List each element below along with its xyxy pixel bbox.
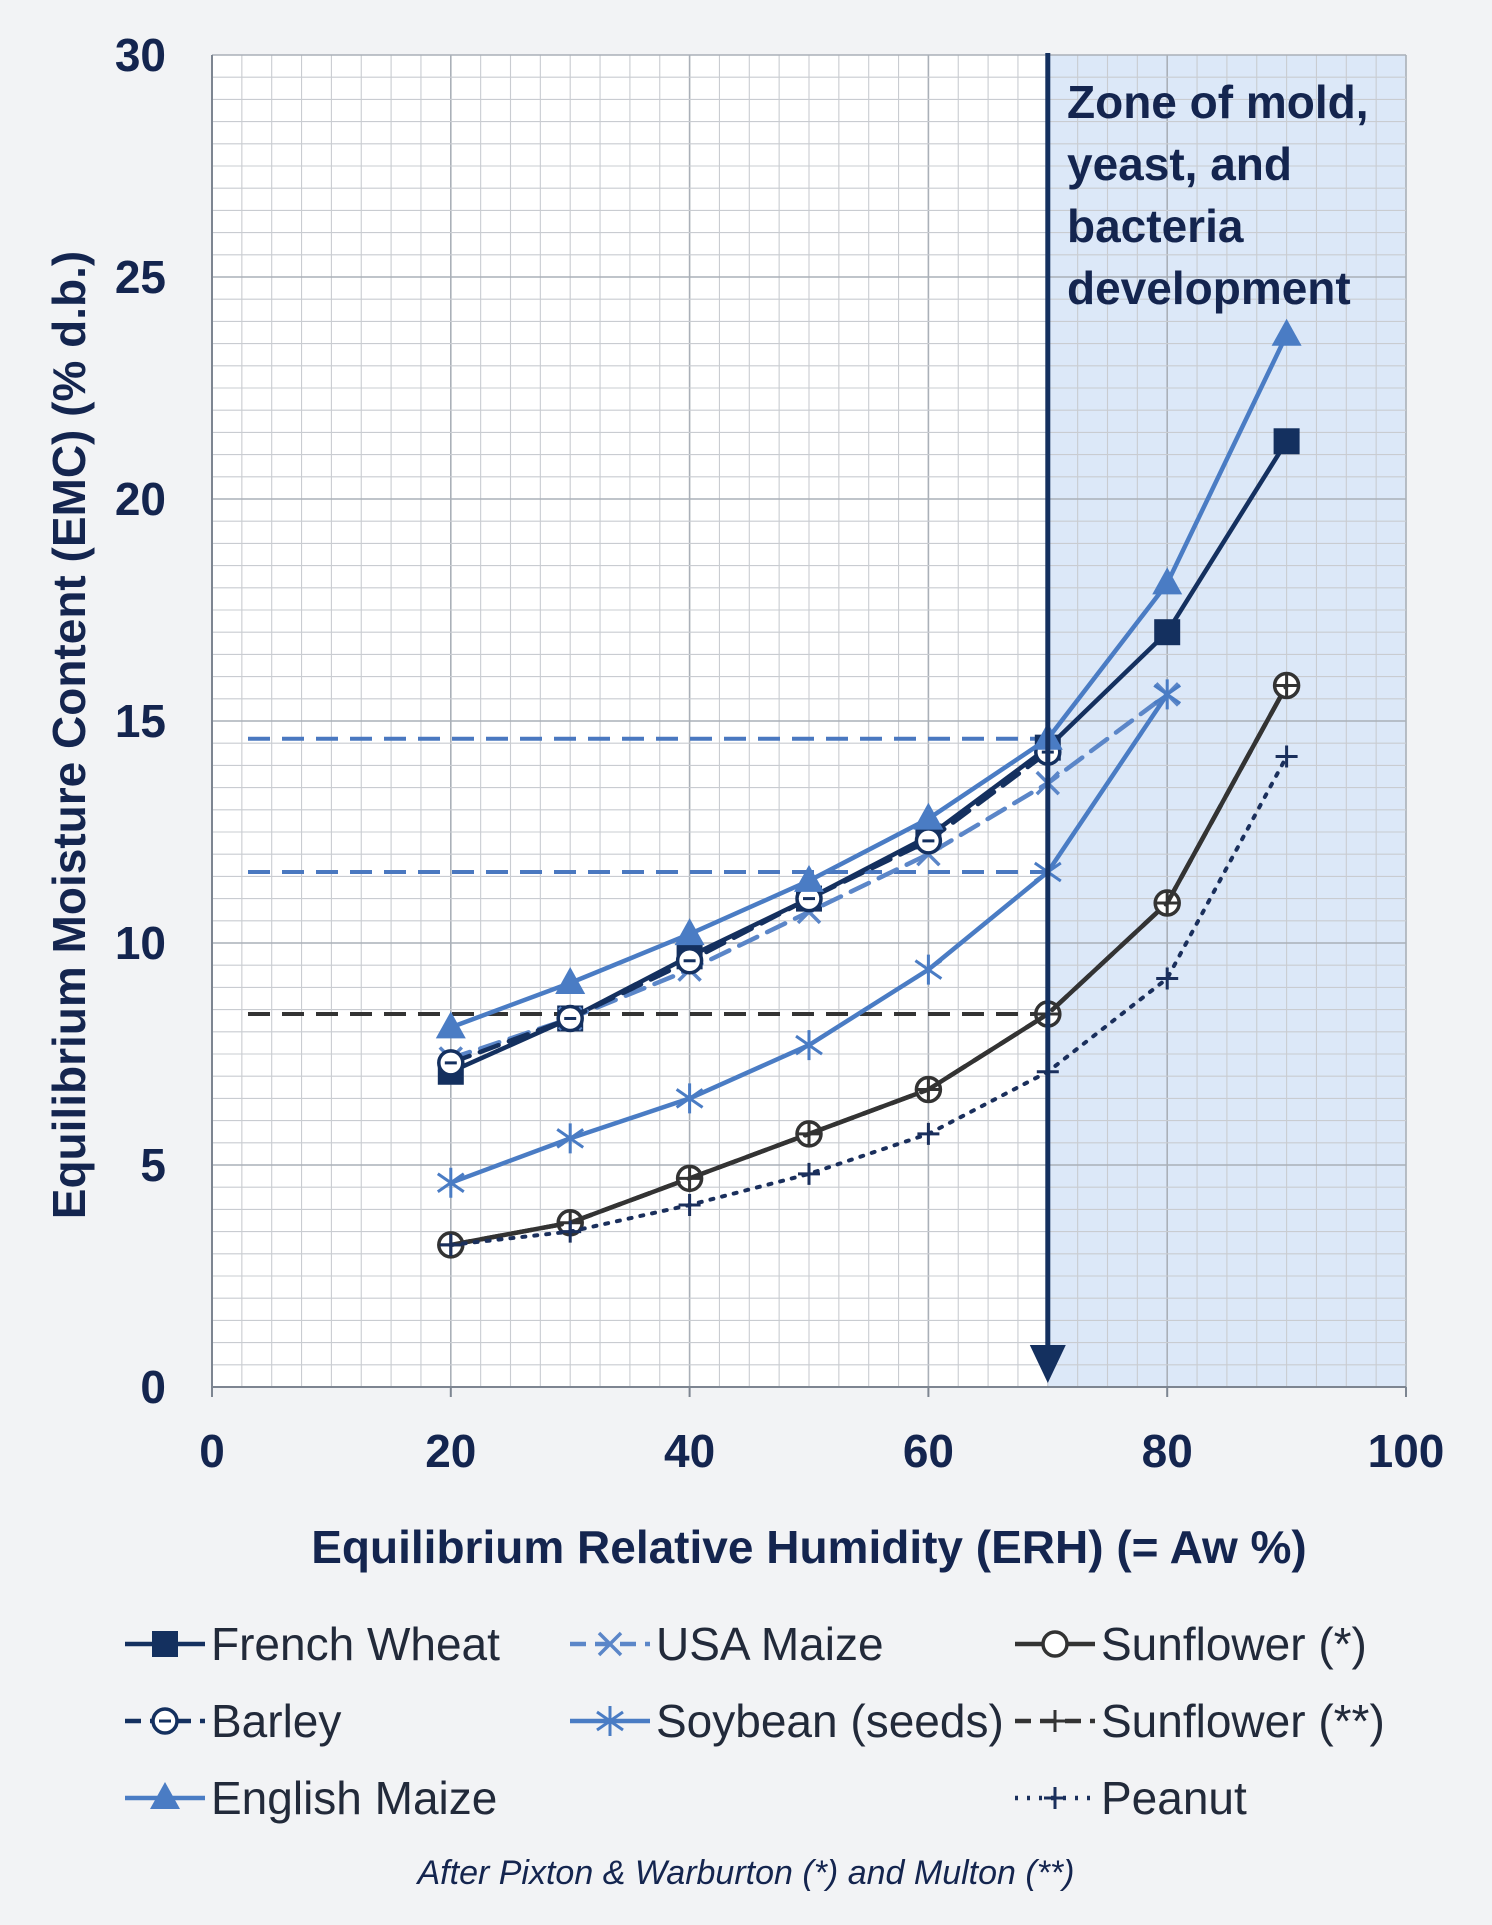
legend-label: Sunflower (*) — [1101, 1618, 1367, 1670]
data-point — [914, 827, 943, 855]
x-axis-title: Equilibrium Relative Humidity (ERH) (= A… — [311, 1521, 1307, 1573]
data-point — [674, 918, 705, 946]
credit-note: After Pixton & Warburton (*) and Multon … — [416, 1854, 1075, 1892]
legend-item-peanut: Peanut — [1015, 1772, 1247, 1824]
data-point — [1156, 892, 1179, 915]
y-tick-label: 30 — [115, 29, 166, 81]
zone-label-line: Zone of mold, — [1067, 76, 1369, 128]
data-point — [1152, 567, 1183, 595]
data-point — [675, 1083, 704, 1114]
zone-label-line: yeast, and — [1067, 138, 1292, 190]
legend-label: French Wheat — [211, 1618, 500, 1670]
legend-item-barley: Barley — [125, 1695, 341, 1747]
legend-item-soybean-seeds: Soybean (seeds) — [570, 1695, 1004, 1747]
zone-label: Zone of mold, yeast, and bacteria developme… — [1067, 76, 1369, 314]
legend-marker — [152, 1631, 178, 1657]
data-point — [1275, 745, 1298, 768]
data-point — [917, 1078, 940, 1101]
data-point — [555, 966, 586, 994]
x-tick-label: 20 — [425, 1425, 476, 1477]
legend-item-usa-maize: USA Maize — [570, 1618, 884, 1670]
legend-label: Soybean (seeds) — [656, 1695, 1004, 1747]
legend-item-english-maize: English Maize — [125, 1772, 497, 1824]
y-tick-label: 0 — [140, 1361, 166, 1413]
legend-label: English Maize — [211, 1772, 497, 1824]
y-axis-title: Equilibrium Moisture Content (EMC) (% d.… — [43, 251, 95, 1219]
series-english-maize — [435, 318, 1302, 1039]
x-tick-label: 100 — [1368, 1425, 1445, 1477]
x-tick-label: 0 — [199, 1425, 225, 1477]
data-point — [559, 1220, 582, 1243]
data-point — [798, 1162, 820, 1185]
y-tick-label: 25 — [115, 251, 166, 303]
legend-item-sunflower: Sunflower (*) — [1015, 1618, 1367, 1670]
legend-item-sunflower: Sunflower (**) — [1015, 1695, 1385, 1747]
grid — [211, 54, 1407, 1388]
data-point — [678, 1167, 701, 1190]
data-point — [795, 1030, 823, 1061]
series-line — [448, 749, 1051, 1066]
legend-label: Barley — [211, 1695, 341, 1747]
data-point — [1156, 967, 1179, 990]
data-point — [1275, 674, 1298, 697]
legend: French Wheat USA Maize Sunflower (*) Barley… — [125, 1618, 1385, 1824]
axes: 0 20 40 60 80 100 0 5 10 15 20 25 30 — [115, 29, 1445, 1477]
data-point — [678, 1193, 701, 1216]
data-point — [436, 1167, 465, 1198]
series-line — [448, 683, 1289, 1248]
x-tick-label: 60 — [903, 1425, 954, 1477]
data-point — [913, 802, 944, 830]
data-point — [1154, 619, 1181, 646]
series-line — [448, 439, 1289, 1075]
data-point — [439, 1233, 462, 1256]
reference-lines — [248, 736, 1048, 1017]
data-point — [798, 1122, 820, 1145]
data-point — [556, 1123, 585, 1154]
legend-marker — [1044, 1710, 1066, 1732]
zone-arrow-head — [1029, 1345, 1066, 1383]
series-line — [448, 332, 1289, 1030]
x-tick-label: 80 — [1142, 1425, 1193, 1477]
legend-marker — [150, 1782, 180, 1809]
data-point — [914, 954, 943, 985]
data-point — [435, 1011, 466, 1039]
series-peanut — [439, 745, 1298, 1256]
legend-label: Peanut — [1101, 1772, 1247, 1824]
legend-marker — [597, 1631, 623, 1657]
legend-item-french-wheat: French Wheat — [125, 1618, 500, 1670]
legend-label: USA Maize — [656, 1618, 884, 1670]
legend-marker — [151, 1707, 179, 1735]
data-point — [1271, 318, 1302, 346]
data-point — [556, 1004, 584, 1033]
y-tick-label: 15 — [115, 695, 166, 747]
zone-label-line: development — [1067, 262, 1351, 314]
data-point — [1273, 428, 1300, 455]
zone-label-line: bacteria — [1067, 200, 1244, 252]
data-point — [917, 1122, 940, 1145]
data-point — [1153, 679, 1182, 710]
legend-marker — [596, 1706, 624, 1736]
legend-label: Sunflower (**) — [1101, 1695, 1385, 1747]
y-tick-label: 10 — [115, 917, 166, 969]
legend-marker — [1044, 1787, 1066, 1809]
data-point — [794, 864, 824, 892]
y-tick-label: 5 — [140, 1139, 166, 1191]
x-tick-label: 40 — [664, 1425, 715, 1477]
legend-marker — [1041, 1630, 1069, 1658]
zone-boundary — [1029, 53, 1066, 1383]
data-point — [675, 947, 704, 975]
y-tick-label: 20 — [115, 473, 166, 525]
data-point — [437, 1049, 465, 1077]
